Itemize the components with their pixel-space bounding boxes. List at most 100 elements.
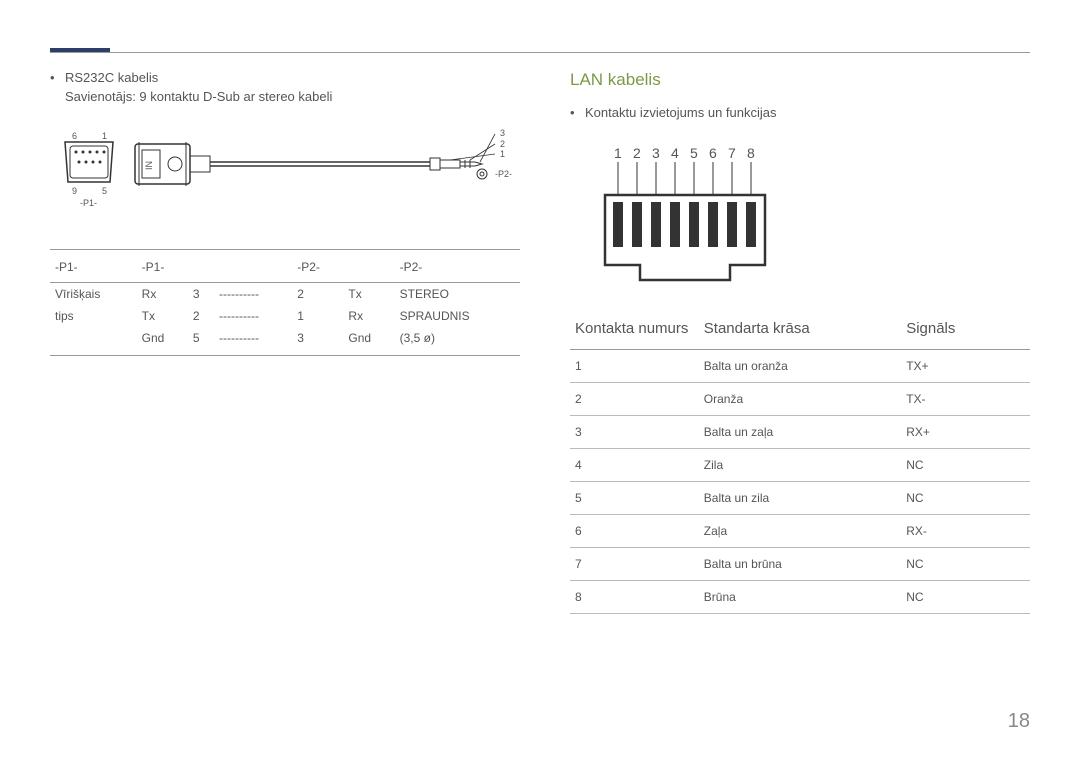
ferrite-icon (477, 169, 487, 179)
p2-label: -P2- (495, 169, 512, 179)
table-cell: TX- (901, 383, 1030, 416)
table-cell: Zila (699, 449, 901, 482)
rs232-h6: -P2- (395, 250, 520, 283)
plug-tip (475, 162, 482, 166)
lan-h0: Kontakta numurs (570, 320, 699, 350)
table-cell: Balta un zaļa (699, 416, 901, 449)
p1-pin5: 5 (102, 186, 107, 196)
p1-pin1: 1 (102, 131, 107, 141)
table-row: 2OranžaTX- (570, 383, 1030, 416)
pin-number: 5 (690, 145, 698, 161)
table-cell: 3 (570, 416, 699, 449)
p1-shell (65, 142, 113, 182)
pin-contact (632, 202, 642, 247)
table-cell: 2 (188, 305, 214, 327)
table-row: VīrišķaisRx3----------2TxSTEREO (50, 283, 520, 306)
lan-h1: Standarta krāsa (699, 320, 901, 350)
table-cell: Rx (343, 305, 394, 327)
table-cell: 2 (570, 383, 699, 416)
pin-number: 6 (709, 145, 717, 161)
table-cell (50, 327, 137, 356)
rs232-bullet: RS232C kabelis (50, 70, 520, 85)
p1-label: -P1- (80, 198, 97, 208)
table-row: 7Balta un brūnaNC (570, 548, 1030, 581)
pin-number: 2 (633, 145, 641, 161)
cable-grip (190, 156, 210, 172)
p2-pin1: 1 (500, 149, 505, 159)
table-cell: Balta un oranža (699, 350, 901, 383)
table-row: 6ZaļaRX- (570, 515, 1030, 548)
rs232-h0: -P1- (50, 250, 137, 283)
table-row: 8BrūnaNC (570, 581, 1030, 614)
table-row: Gnd5----------3Gnd(3,5 ø) (50, 327, 520, 356)
p1-pin6: 6 (72, 131, 77, 141)
table-cell: 2 (292, 283, 343, 306)
table-cell: 5 (188, 327, 214, 356)
table-cell: 7 (570, 548, 699, 581)
table-cell: 6 (570, 515, 699, 548)
table-cell: 8 (570, 581, 699, 614)
pin-contact (651, 202, 661, 247)
pin-contact (746, 202, 756, 247)
pin-number: 1 (614, 145, 622, 161)
table-cell: Rx (137, 283, 188, 306)
table-cell: NC (901, 482, 1030, 515)
pin-contact (613, 202, 623, 247)
table-cell: 3 (188, 283, 214, 306)
p2-pin3: 3 (500, 128, 505, 138)
table-cell: 5 (570, 482, 699, 515)
table-cell: Gnd (343, 327, 394, 356)
pin-number: 8 (747, 145, 755, 161)
table-cell: ---------- (214, 327, 292, 356)
content-columns: RS232C kabelis Savienotājs: 9 kontaktu D… (50, 70, 1030, 614)
lan-diagram: 12345678 (580, 140, 1030, 290)
table-cell: Brūna (699, 581, 901, 614)
table-cell: 1 (292, 305, 343, 327)
pin-contact (708, 202, 718, 247)
rs232-h1: -P1- (137, 250, 188, 283)
table-cell: ---------- (214, 283, 292, 306)
right-column: LAN kabelis Kontaktu izvietojums un funk… (570, 70, 1030, 614)
table-row: 4ZilaNC (570, 449, 1030, 482)
pin-contact (727, 202, 737, 247)
p1-pin9: 9 (72, 186, 77, 196)
rs232-header-row: -P1- -P1- -P2- -P2- (50, 250, 520, 283)
lan-title: LAN kabelis (570, 70, 1030, 90)
table-cell: Oranža (699, 383, 901, 416)
table-cell: RX- (901, 515, 1030, 548)
lan-header-row: Kontakta numurs Standarta krāsa Signāls (570, 320, 1030, 350)
table-cell: Zaļa (699, 515, 901, 548)
table-cell: 1 (570, 350, 699, 383)
table-row: tipsTx2----------1RxSPRAUDNIS (50, 305, 520, 327)
rs232-h2 (188, 250, 214, 283)
table-row: 3Balta un zaļaRX+ (570, 416, 1030, 449)
rs232-h4: -P2- (292, 250, 343, 283)
table-cell: ---------- (214, 305, 292, 327)
table-cell: tips (50, 305, 137, 327)
table-cell: Tx (343, 283, 394, 306)
table-cell: 3 (292, 327, 343, 356)
table-cell: NC (901, 548, 1030, 581)
rj45-shell (605, 195, 765, 280)
table-cell: SPRAUDNIS (395, 305, 520, 327)
table-cell: TX+ (901, 350, 1030, 383)
left-column: RS232C kabelis Savienotājs: 9 kontaktu D… (50, 70, 520, 614)
pin-number: 3 (652, 145, 660, 161)
table-cell: Balta un brūna (699, 548, 901, 581)
page-number: 18 (1008, 710, 1030, 733)
table-cell: (3,5 ø) (395, 327, 520, 356)
pin-number: 7 (728, 145, 736, 161)
lan-h2: Signāls (901, 320, 1030, 350)
pin-contact (670, 202, 680, 247)
rs232-subtext: Savienotājs: 9 kontaktu D-Sub ar stereo … (50, 89, 520, 104)
table-cell: NC (901, 449, 1030, 482)
table-row: 1Balta un oranžaTX+ (570, 350, 1030, 383)
table-cell: Balta un zila (699, 482, 901, 515)
table-cell: NC (901, 581, 1030, 614)
p2-pin2: 2 (500, 139, 505, 149)
table-cell: STEREO (395, 283, 520, 306)
lan-table: Kontakta numurs Standarta krāsa Signāls … (570, 320, 1030, 614)
table-cell: 4 (570, 449, 699, 482)
pin-number: 4 (671, 145, 679, 161)
table-row: 5Balta un zilaNC (570, 482, 1030, 515)
